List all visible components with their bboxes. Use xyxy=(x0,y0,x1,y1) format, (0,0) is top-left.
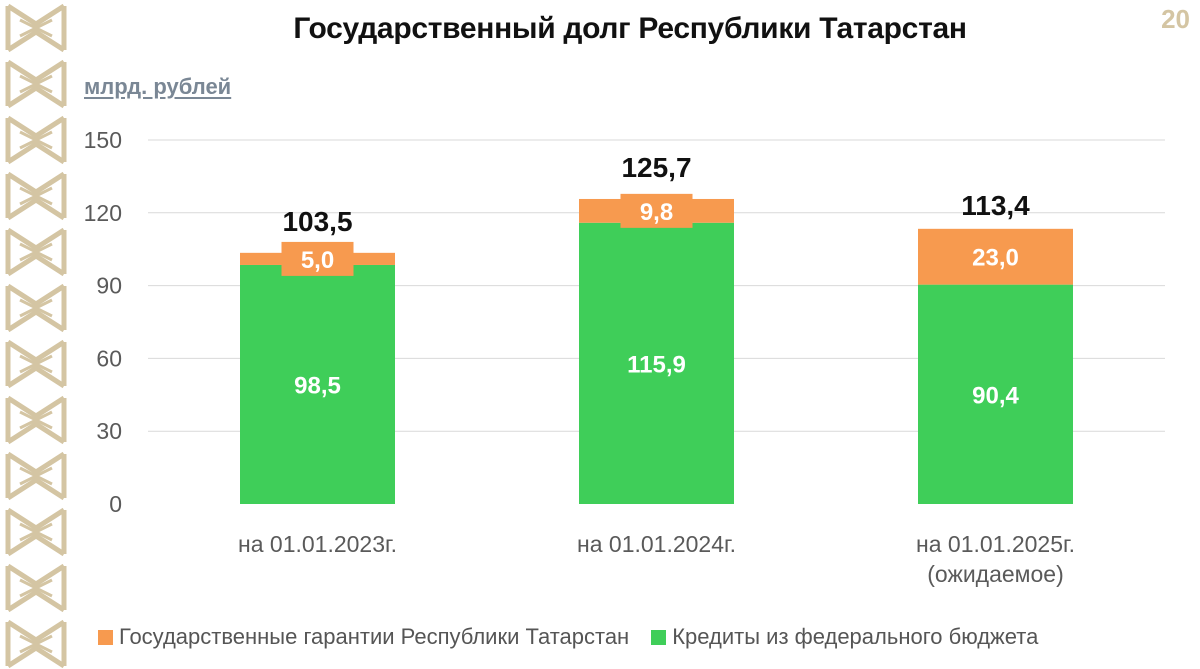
x-category-label: на 01.01.2025г. xyxy=(916,531,1075,557)
data-label-guarantees: 5,0 xyxy=(301,247,334,274)
page-number: 20 xyxy=(1161,4,1190,34)
x-category-label: на 01.01.2024г. xyxy=(577,531,736,557)
data-label-federal-loans: 115,9 xyxy=(627,351,686,378)
y-tick-label: 90 xyxy=(96,273,122,299)
data-label-total: 103,5 xyxy=(282,206,352,237)
unit-label: млрд. рублей xyxy=(84,74,232,99)
data-label-total: 125,7 xyxy=(621,152,691,183)
chart-legend: Государственные гарантии Республики Тата… xyxy=(98,624,1060,650)
bar-guarantees xyxy=(918,228,1073,285)
data-label-federal-loans: 98,5 xyxy=(294,372,341,399)
decorative-border-ornament xyxy=(0,0,72,669)
x-category-label: (ожидаемое) xyxy=(927,561,1063,587)
legend-swatch-green xyxy=(651,629,667,645)
data-label-box-guarantees xyxy=(620,193,693,228)
y-tick-label: 150 xyxy=(84,127,122,153)
legend-label-guarantees: Государственные гарантии Республики Тата… xyxy=(119,624,630,649)
data-label-guarantees: 23,0 xyxy=(972,245,1019,272)
legend-item-federal-loans: Кредиты из федерального бюджета xyxy=(651,624,1038,650)
bar-federal-loans xyxy=(579,222,734,504)
y-tick-label: 60 xyxy=(96,345,122,371)
x-category-label: на 01.01.2023г. xyxy=(238,531,397,557)
data-label-federal-loans: 90,4 xyxy=(972,382,1019,409)
y-tick-label: 120 xyxy=(84,200,122,226)
legend-swatch-orange xyxy=(98,629,113,645)
data-label-box-guarantees xyxy=(281,241,354,276)
y-tick-label: 0 xyxy=(109,491,122,517)
legend-item-guarantees: Государственные гарантии Республики Тата… xyxy=(98,624,629,650)
data-label-total: 113,4 xyxy=(961,190,1030,221)
y-tick-label: 30 xyxy=(96,418,122,444)
bar-federal-loans xyxy=(240,264,395,504)
page-title: Государственный долг Республики Татарста… xyxy=(293,12,967,45)
data-label-guarantees: 9,8 xyxy=(640,199,673,226)
legend-label-federal-loans: Кредиты из федерального бюджета xyxy=(672,624,1039,649)
bar-federal-loans xyxy=(918,284,1073,504)
